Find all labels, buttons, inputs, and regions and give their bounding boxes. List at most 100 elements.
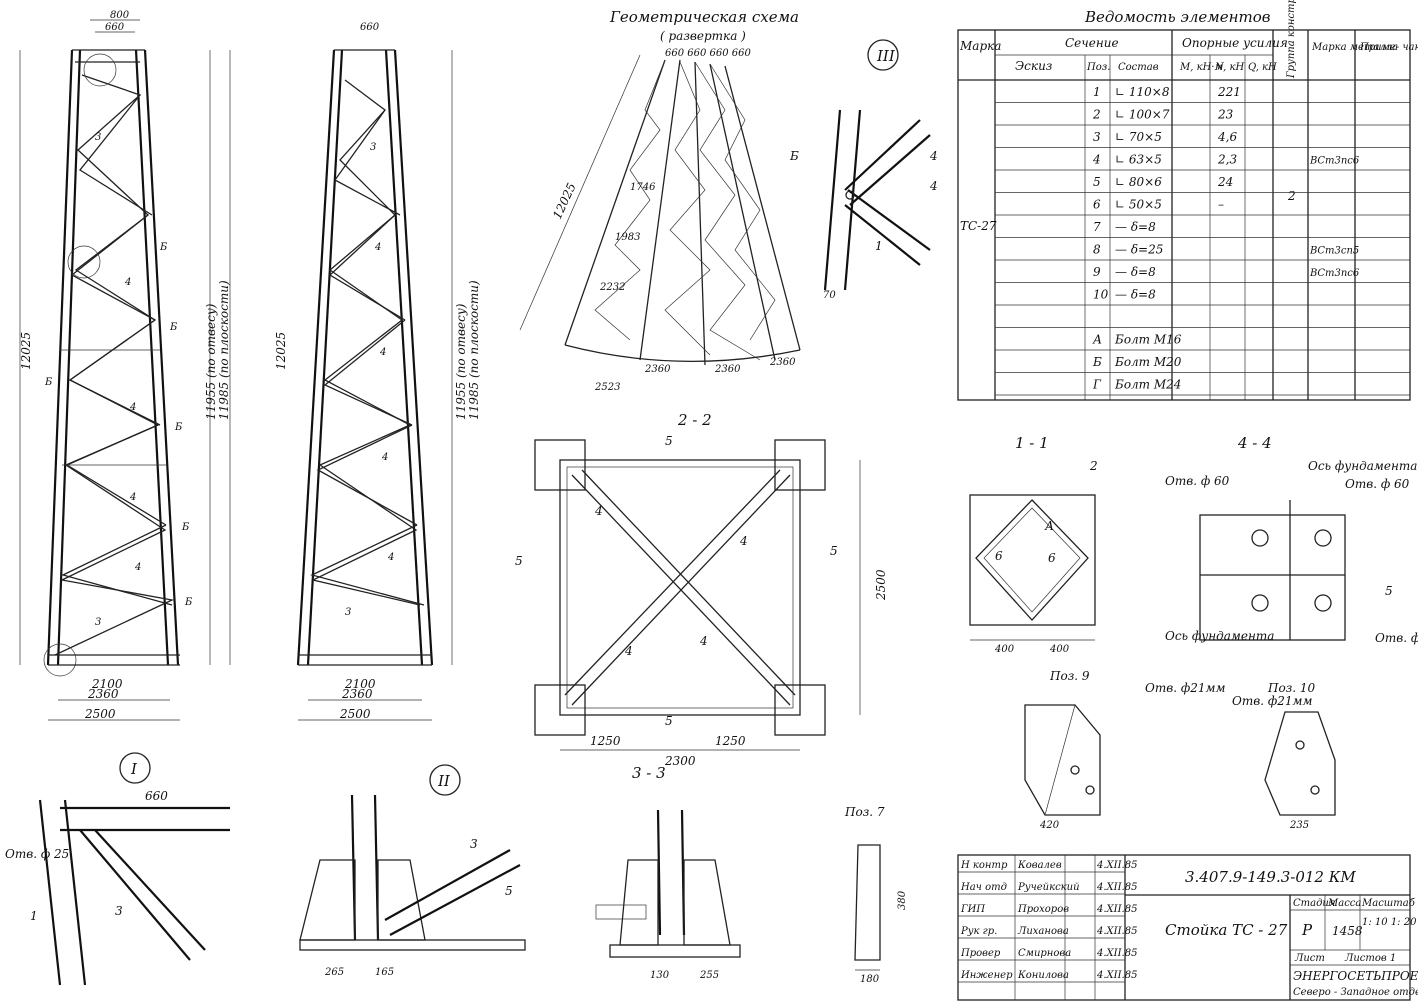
svg-text:Группа конструк.: Группа конструк.	[1286, 0, 1297, 79]
person-role: Нач отд	[960, 882, 1007, 893]
svg-text:4: 4	[134, 562, 141, 573]
stamp-person: Нач отд Ручейкский 4.XII.85	[960, 882, 1137, 893]
sec22-dim-1250b: 1250	[715, 734, 746, 748]
svg-text:3: 3	[370, 142, 376, 153]
svg-text:4: 4	[929, 179, 938, 193]
person-role: Инженер	[960, 970, 1013, 981]
svg-text:4: 4	[381, 452, 388, 463]
node-III: III 70 Б 4 4 1	[789, 39, 938, 301]
svg-text:70: 70	[823, 290, 836, 301]
svg-text:380: 380	[897, 890, 908, 910]
person-role: Провер	[960, 948, 1001, 959]
section-4-4: 4 - 4 Ось фундамента Отв. ф 60 Отв. ф 60…	[1165, 434, 1418, 645]
svg-text:2: 2	[1089, 459, 1098, 473]
row-poz: 1	[1093, 85, 1101, 99]
sec22-dim-1250a: 1250	[590, 734, 621, 748]
node-I: I Отв. ф 25 660 1 3	[5, 752, 230, 986]
table-row: 3 ∟ 70×5 4,6	[1093, 130, 1237, 144]
row-n: 221	[1217, 85, 1241, 99]
row-poz: 8	[1093, 243, 1101, 257]
svg-text:Б: Б	[44, 377, 53, 388]
title-block: Н контр Ковалев 4.XII.85 Нач отд Ручейкский 4…	[957, 854, 1418, 1001]
svg-text:5: 5	[505, 884, 513, 898]
dim-2360: 2360	[87, 687, 119, 701]
row-sostav: — δ=8	[1115, 288, 1156, 302]
svg-text:N, кН: N, кН	[1214, 62, 1244, 73]
svg-text:3: 3	[95, 132, 101, 143]
stamp-person: Провер Смирнова 4.XII.85	[960, 948, 1137, 959]
table-row: 8 — δ=25 ВСт3сп5	[1093, 243, 1359, 257]
poz9-hole: Отв. ф21мм	[1145, 681, 1225, 695]
row-n: 23	[1217, 108, 1234, 122]
svg-text:Б: Б	[181, 522, 190, 533]
svg-text:4: 4	[739, 534, 748, 548]
row-n: 2,3	[1217, 153, 1237, 167]
svg-text:Масса: Масса	[1327, 898, 1361, 909]
elements-table: Ведомость элементов Марка Сечение Эскиз …	[957, 0, 1418, 401]
svg-text:Опорные усилия: Опорные усилия	[1182, 36, 1288, 50]
svg-text:660: 660	[145, 789, 168, 803]
geom-title: Геометрическая схема	[609, 8, 799, 26]
section-3-3: 3 - 3 130 255	[595, 764, 741, 981]
geom-subtitle: ( развертка )	[660, 29, 746, 43]
svg-text:Марка: Марка	[959, 39, 1001, 53]
person-date: 4.XII.85	[1096, 970, 1137, 981]
poz9-plate: Поз. 9 Отв. ф21мм 420	[1024, 669, 1225, 831]
svg-text:1: 1	[30, 909, 38, 923]
svg-text:420: 420	[1039, 820, 1060, 831]
table-row: 1 ∟ 110×8 221	[1093, 85, 1241, 99]
svg-text:Поз.: Поз.	[1086, 62, 1110, 73]
svg-text:4: 4	[929, 149, 938, 163]
svg-text:3: 3	[115, 904, 123, 918]
svg-text:Б: Б	[184, 597, 193, 608]
poz9-label: Поз. 9	[1049, 669, 1090, 683]
svg-text:Стадия: Стадия	[1293, 898, 1336, 909]
axis-foundation-top: Ось фундамента	[1308, 459, 1417, 473]
svg-text:235: 235	[1289, 820, 1309, 831]
stamp-stage: Р	[1301, 921, 1313, 939]
svg-text:5: 5	[1385, 584, 1393, 598]
person-date: 4.XII.85	[1096, 926, 1137, 937]
hole60-label-c: Отв. ф 60	[1375, 631, 1418, 645]
poz10-hole: Отв. ф21мм	[1232, 694, 1312, 708]
row-sostav: ∟ 110×8	[1115, 85, 1170, 99]
svg-text:3: 3	[345, 607, 351, 618]
svg-text:660 660 660 660: 660 660 660 660	[665, 48, 752, 59]
svg-text:Б: Б	[159, 242, 168, 253]
tower-elevation-1: 800 660 2500 2360 2100 12025 11955 (по о…	[19, 10, 231, 721]
table-row: 4 ∟ 63×5 2,3 ВСт3пс6	[1092, 153, 1360, 167]
svg-text:4: 4	[374, 242, 381, 253]
svg-text:Листов 1: Листов 1	[1344, 953, 1396, 964]
person-name: Смирнова	[1018, 948, 1071, 959]
row-poz: 7	[1093, 220, 1101, 234]
dim-660: 660	[105, 22, 125, 33]
dim-12025: 12025	[19, 332, 33, 370]
svg-text:2360: 2360	[714, 364, 741, 375]
person-name: Ковалев	[1017, 860, 1062, 871]
table-mark: ТС-27	[960, 219, 997, 233]
row-sostav: Болт М20	[1114, 355, 1182, 369]
table-row: 10 — δ=8	[1093, 288, 1156, 302]
stamp-org2: Северо - Западное отделение Ленинград	[1293, 987, 1418, 998]
stamp-code: 3.407.9-149.3-012 КМ	[1185, 868, 1356, 886]
svg-text:4: 4	[387, 552, 394, 563]
svg-text:5: 5	[665, 714, 673, 728]
row-met: ВСт3пс6	[1309, 156, 1360, 167]
person-date: 4.XII.85	[1096, 882, 1137, 893]
svg-text:Приме- чание: Приме- чание	[1359, 42, 1418, 53]
node3-label: III	[876, 47, 896, 65]
person-name: Лиханова	[1017, 926, 1069, 937]
poz7-label: Поз. 7	[844, 805, 885, 819]
svg-text:165: 165	[375, 967, 394, 978]
poz10-plate: Поз. 10 Отв. ф21мм 235	[1232, 681, 1336, 831]
svg-text:1746: 1746	[630, 182, 656, 193]
dim-660-b: 660	[360, 22, 380, 33]
person-date: 4.XII.85	[1096, 860, 1137, 871]
svg-text:2360: 2360	[769, 357, 796, 368]
stamp-scale: 1: 10 1: 20 1: 50	[1362, 917, 1418, 928]
row-poz: 9	[1093, 265, 1101, 279]
svg-text:M, кН·м: M, кН·м	[1179, 62, 1223, 73]
svg-text:Эскиз: Эскиз	[1015, 59, 1052, 73]
row-sostav: ∟ 50×5	[1115, 198, 1162, 212]
stamp-name: Стойка ТС - 27	[1165, 921, 1288, 939]
